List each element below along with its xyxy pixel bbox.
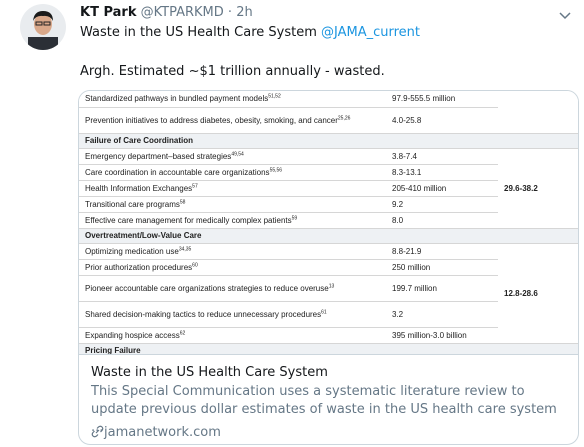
separator: · — [227, 5, 233, 20]
row-label: Prior authorization procedures60 — [79, 259, 386, 276]
row-label: Care coordination in accountable care or… — [79, 164, 386, 181]
row-label: Pioneer accountable care organizations s… — [79, 275, 386, 302]
section-row: Overtreatment/Low-Value Care — [79, 228, 578, 244]
row-label: Prevention initiatives to address diabet… — [79, 107, 386, 134]
card-title[interactable]: Waste in the US Health Care System — [91, 365, 328, 380]
row-label: Effective care management for medically … — [79, 212, 386, 229]
reference: 25,26 — [337, 114, 351, 121]
reference: 13 — [328, 282, 335, 289]
waste-table: Standardized pathways in bundled payment… — [79, 91, 578, 354]
label-text: Prior authorization procedures — [85, 262, 193, 272]
table-row: Prior authorization procedures60 250 mill… — [79, 259, 578, 276]
row-label: Standardized pathways in bundled payment… — [79, 91, 386, 108]
section-total: 29.6-38.2 — [498, 148, 578, 229]
row-label: Expanding hospice access62 — [79, 327, 386, 344]
row-value: 199.7 million — [386, 275, 498, 302]
label-text: Health Information Exchanges — [85, 183, 193, 193]
reference: 59 — [291, 214, 298, 221]
table-row: Standardized pathways in bundled payment… — [79, 91, 578, 134]
reference: 49,54 — [231, 150, 244, 157]
row-label: Shared decision-making tactics to reduce… — [79, 301, 386, 328]
section-row: Failure of Care Coordination — [79, 133, 578, 149]
row-label: Health Information Exchanges57 — [79, 180, 386, 197]
section-title: Failure of Care Coordination — [79, 133, 578, 149]
row-value: 9.2 — [386, 196, 498, 213]
card-domain[interactable]: jamanetwork.com — [91, 425, 221, 440]
card-description: This Special Communication uses a system… — [91, 384, 557, 435]
label-text: Emergency department–based strategies — [85, 151, 232, 161]
label-text: Pioneer accountable care organizations s… — [85, 283, 329, 293]
section-title: Pricing Failure — [79, 343, 578, 354]
row-value: 395 million-3.0 billion — [386, 327, 498, 344]
table-row: Care coordination in accountable care or… — [79, 164, 578, 181]
quoted-title: Waste in the US Health Care System — [80, 25, 317, 40]
table-row: Emergency department–based strategies49,… — [79, 148, 578, 229]
tweet-comment: Argh. Estimated ~$1 trillion annually - … — [80, 64, 385, 79]
reference: 58 — [179, 198, 186, 205]
label-text: Transitional care programs — [85, 199, 180, 209]
row-value: 97.9-555.5 million — [386, 91, 498, 108]
table-row: Shared decision-making tactics to reduce… — [79, 301, 578, 328]
table-row: Transitional care programs58 9.2 — [79, 196, 578, 213]
reference: 61 — [321, 308, 327, 315]
section-row: Pricing Failure — [79, 343, 578, 354]
label-text: Shared decision-making tactics to reduce… — [85, 309, 322, 319]
total-cell — [498, 91, 578, 134]
reference: 60 — [192, 261, 198, 268]
label-text: Prevention initiatives to address diabet… — [85, 115, 338, 125]
label-text: Optimizing medication use — [85, 246, 179, 256]
author-handle[interactable]: @KTPARKMD — [140, 5, 224, 20]
reference: 51,52 — [268, 93, 281, 100]
row-value: 3.8-7.4 — [386, 148, 498, 165]
row-value: 250 million — [386, 259, 498, 276]
reference: 55,56 — [269, 166, 283, 173]
row-value: 8.0 — [386, 212, 498, 229]
table-row: Optimizing medication use34,35 8.8-21.9 12… — [79, 243, 578, 344]
row-label: Emergency department–based strategies49,… — [79, 148, 386, 165]
table-row: Effective care management for medically … — [79, 212, 578, 229]
section-title: Overtreatment/Low-Value Care — [79, 228, 578, 244]
tweet-text: Waste in the US Health Care System @JAMA… — [80, 25, 420, 40]
reference: 34,35 — [178, 245, 192, 252]
table-row: Prevention initiatives to address diabet… — [79, 107, 578, 134]
reference: 57 — [192, 182, 198, 189]
link-card[interactable]: Standardized pathways in bundled payment… — [78, 90, 579, 445]
table-row: Expanding hospice access62 395 million-3.… — [79, 327, 578, 344]
timestamp[interactable]: 2h — [236, 5, 253, 20]
label-text: Expanding hospice access — [85, 330, 180, 340]
table-image: Standardized pathways in bundled payment… — [79, 91, 578, 355]
section-total: 12.8-28.6 — [498, 243, 578, 344]
domain-text: jamanetwork.com — [104, 425, 221, 440]
row-value: 3.2 — [386, 301, 498, 328]
mention[interactable]: @JAMA_current — [321, 25, 421, 40]
row-value: 8.3-13.1 — [386, 164, 498, 181]
table-row: Health Information Exchanges57 205-410 mi… — [79, 180, 578, 197]
author-name[interactable]: KT Park — [80, 5, 137, 20]
row-value: 205-410 million — [386, 180, 498, 197]
row-value: 4.0-25.8 — [386, 107, 498, 134]
row-label: Transitional care programs58 — [79, 196, 386, 213]
reference: 62 — [179, 329, 186, 336]
label-text: Care coordination in accountable care or… — [85, 167, 270, 177]
label-text: Effective care management for medically … — [85, 215, 292, 225]
avatar[interactable] — [20, 4, 66, 50]
menu-chevron[interactable] — [558, 8, 572, 22]
tweet-header: KT Park @KTPARKMD · 2h — [80, 5, 253, 20]
row-value: 8.8-21.9 — [386, 243, 498, 260]
row-label: Optimizing medication use34,35 — [79, 243, 386, 260]
table-row: Pioneer accountable care organizations s… — [79, 275, 578, 302]
label-text: Standardized pathways in bundled payment… — [85, 94, 269, 104]
link-icon — [91, 425, 104, 438]
